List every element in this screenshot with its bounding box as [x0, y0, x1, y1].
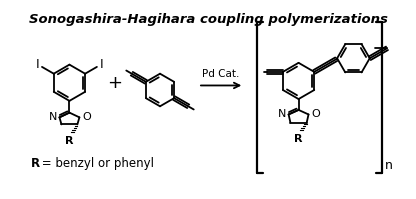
Text: O: O: [82, 112, 91, 122]
Text: Pd Cat.: Pd Cat.: [203, 69, 240, 79]
Text: Sonogashira-Hagihara coupling polymerizations: Sonogashira-Hagihara coupling polymeriza…: [29, 13, 387, 26]
Text: +: +: [107, 74, 122, 92]
Text: O: O: [311, 109, 320, 119]
Text: I: I: [35, 58, 39, 71]
Text: n: n: [385, 159, 392, 172]
Text: N: N: [48, 112, 57, 122]
Text: R: R: [65, 136, 74, 146]
Text: I: I: [100, 58, 104, 71]
Text: = benzyl or phenyl: = benzyl or phenyl: [38, 157, 154, 170]
Text: R: R: [30, 157, 40, 170]
Text: N: N: [277, 109, 286, 119]
Text: R: R: [294, 134, 303, 144]
